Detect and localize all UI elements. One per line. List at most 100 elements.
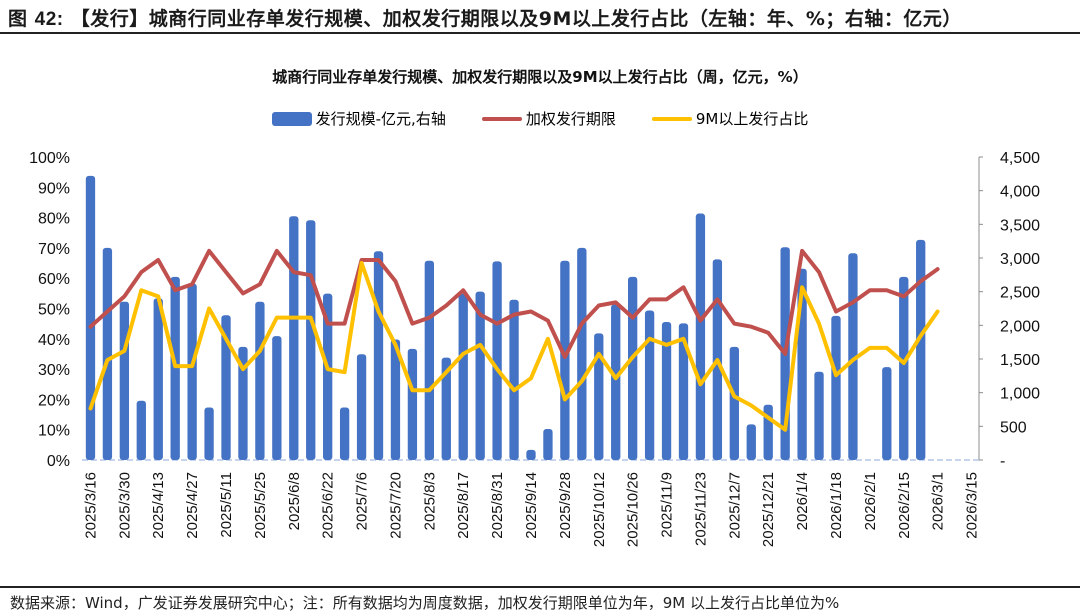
x-axis-tick-label: 2025/11/9 bbox=[659, 472, 676, 538]
right-axis-tick-label: - bbox=[1000, 453, 1005, 470]
left-axis-tick-label: 70% bbox=[38, 241, 70, 258]
x-axis-tick-label: 2025/6/22 bbox=[320, 472, 337, 539]
bar-issuance bbox=[509, 299, 519, 460]
source-note: 数据来源：Wind，广发证券发展研究中心；注：所有数据均为周度数据，加权发行期限… bbox=[10, 594, 840, 612]
x-axis-tick-label: 2025/9/14 bbox=[523, 472, 540, 539]
bar-issuance bbox=[644, 310, 655, 460]
figure-prefix: 图 bbox=[8, 8, 28, 30]
bar-issuance bbox=[119, 301, 130, 460]
x-axis-tick-label: 2025/12/21 bbox=[760, 472, 777, 547]
left-axis-tick-label: 10% bbox=[38, 423, 70, 440]
bar-issuance bbox=[475, 291, 485, 460]
bar-issuance bbox=[526, 449, 536, 460]
bar-issuance bbox=[899, 276, 909, 460]
figure-caption: 【发行】城商行同业存单发行规模、加权发行期限以及9M以上发行占比（左轴：年、%；… bbox=[70, 8, 962, 30]
left-axis-tick-label: 80% bbox=[38, 211, 70, 228]
legend-label: 9M以上发行占比 bbox=[695, 110, 809, 128]
x-axis-tick-label: 2025/3/16 bbox=[82, 472, 99, 539]
x-axis-tick-label: 2025/8/31 bbox=[489, 472, 506, 539]
x-axis-tick-label: 2025/7/6 bbox=[354, 472, 371, 530]
legend-label: 发行规模-亿元,右轴 bbox=[315, 110, 446, 128]
bar-issuance bbox=[356, 354, 367, 460]
bar-issuance bbox=[577, 247, 587, 460]
bar-issuance bbox=[85, 175, 96, 460]
bar-issuance bbox=[729, 346, 739, 460]
right-axis-tick-label: 1,000 bbox=[1000, 386, 1040, 403]
legend-label: 加权发行期限 bbox=[525, 110, 616, 128]
bar-issuance bbox=[543, 429, 553, 460]
bar-issuance bbox=[424, 260, 434, 460]
right-axis-tick-label: 2,000 bbox=[1000, 318, 1040, 335]
left-axis-tick-label: 50% bbox=[38, 302, 70, 319]
bar-issuance bbox=[678, 323, 689, 460]
x-axis-tick-label: 2025/10/26 bbox=[625, 472, 642, 547]
x-axis-tick-label: 2025/8/3 bbox=[421, 472, 438, 530]
x-axis-tick-label: 2025/3/30 bbox=[116, 472, 133, 539]
bar-issuance bbox=[831, 315, 841, 460]
left-axis-tick-label: 60% bbox=[38, 271, 70, 288]
right-axis-tick-label: 4,000 bbox=[1000, 184, 1040, 201]
bar-issuance bbox=[407, 348, 418, 460]
bar-issuance bbox=[153, 298, 163, 460]
bar-issuance bbox=[611, 304, 621, 460]
bar-issuance bbox=[390, 339, 401, 460]
legend-swatch-line bbox=[481, 116, 522, 121]
chart-title: 城商行同业存单发行规模、加权发行期限以及9M以上发行占比（周，亿元，%） bbox=[272, 68, 808, 86]
x-axis-tick-label: 2025/8/17 bbox=[455, 472, 472, 539]
x-axis-tick-label: 2026/3/15 bbox=[964, 472, 981, 539]
chart-legend: 发行规模-亿元,右轴 加权发行期限 9M以上发行占比 bbox=[0, 108, 1080, 129]
x-axis-tick-label: 2026/1/4 bbox=[794, 472, 811, 530]
legend-item-9m-share: 9M以上发行占比 bbox=[651, 108, 809, 129]
top-rule bbox=[0, 32, 1080, 34]
right-axis-tick-label: 500 bbox=[1000, 419, 1027, 436]
left-axis-tick-label: 0% bbox=[47, 453, 70, 470]
right-axis-tick-label: 4,500 bbox=[1000, 150, 1040, 167]
x-axis-tick-label: 2025/5/11 bbox=[218, 472, 235, 538]
bar-issuance bbox=[306, 220, 316, 460]
legend-item-issuance: 发行规模-亿元,右轴 bbox=[271, 108, 446, 129]
x-axis-tick-label: 2025/10/12 bbox=[591, 472, 608, 547]
bar-issuance bbox=[221, 315, 231, 460]
x-axis-tick-label: 2025/4/27 bbox=[184, 472, 201, 539]
x-axis-tick-label: 2025/6/8 bbox=[286, 472, 303, 530]
x-axis-tick-label: 2025/9/28 bbox=[557, 472, 574, 539]
bar-issuance bbox=[560, 260, 570, 460]
bar-issuance bbox=[882, 367, 892, 460]
bar-issuance bbox=[255, 301, 265, 460]
bar-issuance bbox=[458, 293, 468, 460]
bar-issuance bbox=[187, 283, 197, 460]
figure-number: 42: bbox=[34, 9, 64, 30]
bar-issuance bbox=[661, 321, 672, 460]
legend-item-weighted-tenor: 加权发行期限 bbox=[481, 108, 616, 129]
left-axis-tick-label: 30% bbox=[38, 362, 70, 379]
x-axis-tick-label: 2025/4/13 bbox=[150, 472, 167, 539]
left-axis-tick-label: 40% bbox=[38, 332, 70, 349]
bar-issuance bbox=[746, 424, 756, 460]
x-axis-tick-label: 2026/3/1 bbox=[930, 472, 947, 530]
bar-issuance bbox=[695, 213, 706, 460]
right-axis-tick-label: 2,500 bbox=[1000, 285, 1040, 302]
bar-issuance bbox=[441, 357, 451, 460]
bar-issuance bbox=[916, 239, 926, 460]
bar-issuance bbox=[814, 371, 824, 460]
x-axis-tick-label: 2025/7/20 bbox=[387, 472, 404, 539]
bar-issuance bbox=[136, 400, 146, 460]
left-axis-tick-label: 100% bbox=[29, 150, 70, 167]
right-axis-tick-label: 1,500 bbox=[1000, 352, 1040, 369]
bar-issuance bbox=[272, 336, 282, 460]
right-axis-tick-label: 3,000 bbox=[1000, 251, 1040, 268]
bar-issuance bbox=[323, 293, 333, 460]
line-weighted-tenor bbox=[88, 248, 940, 359]
x-axis-tick-label: 2026/2/1 bbox=[862, 472, 879, 530]
x-axis-tick-label: 2025/5/25 bbox=[252, 472, 269, 539]
left-axis-tick-label: 20% bbox=[38, 392, 70, 409]
bottom-rule bbox=[0, 586, 1080, 588]
bar-issuance bbox=[628, 276, 638, 460]
figure-title: 图 42: 【发行】城商行同业存单发行规模、加权发行期限以及9M以上发行占比（左… bbox=[8, 4, 962, 31]
bar-issuance bbox=[373, 251, 384, 460]
bar-issuance bbox=[594, 333, 604, 460]
line-9m-share bbox=[88, 261, 940, 432]
legend-swatch-bar bbox=[271, 111, 312, 126]
x-axis-tick-label: 2025/11/23 bbox=[692, 472, 709, 546]
